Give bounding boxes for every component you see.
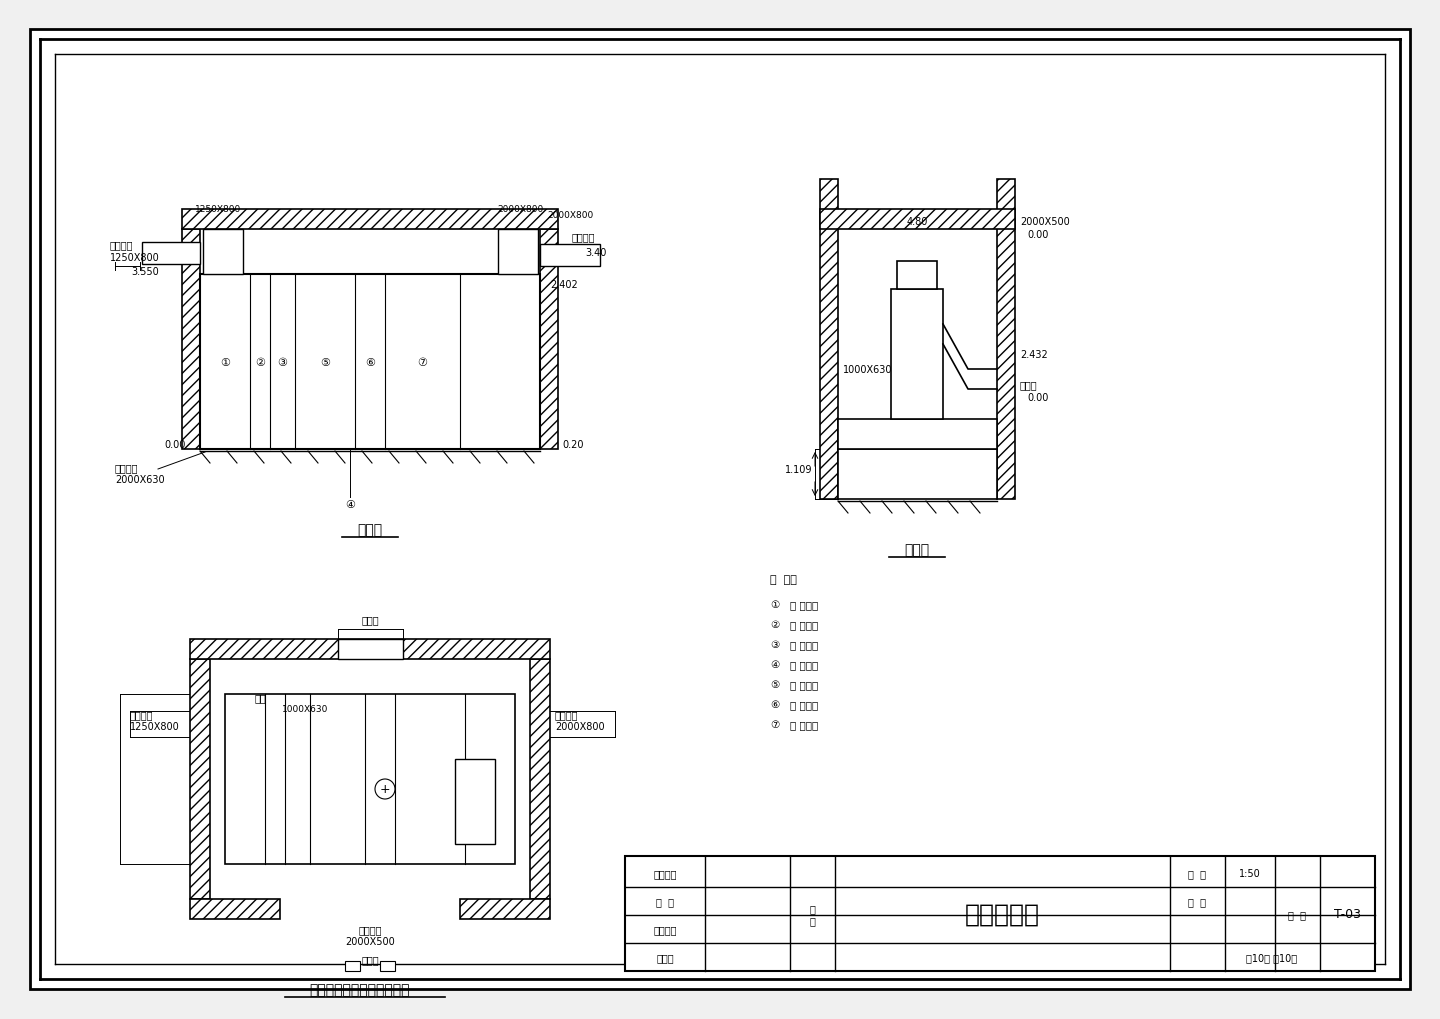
Bar (338, 639, 403, 659)
Bar (498, 229, 539, 275)
Bar (540, 245, 600, 267)
Bar (346, 961, 360, 971)
Text: 一 表冷段: 一 表冷段 (791, 680, 818, 689)
Text: 0.00: 0.00 (164, 439, 186, 449)
Text: 煤刷: 煤刷 (253, 692, 266, 702)
Text: 图
名: 图 名 (809, 903, 815, 925)
Text: +: + (380, 783, 390, 796)
Text: 一 风机段: 一 风机段 (791, 719, 818, 730)
Text: 2000X500: 2000X500 (1020, 217, 1070, 227)
Bar (891, 289, 943, 420)
Text: 3.40: 3.40 (585, 248, 606, 258)
Text: 1250X800: 1250X800 (130, 721, 180, 732)
Bar (819, 210, 1015, 229)
Text: 排风口: 排风口 (361, 614, 379, 625)
Text: ①: ① (220, 357, 230, 367)
Text: ⑤: ⑤ (320, 357, 330, 367)
Text: 4.80: 4.80 (906, 217, 927, 227)
Text: 1.109: 1.109 (785, 465, 812, 475)
Bar (996, 179, 1015, 499)
Text: 工程名称: 工程名称 (654, 868, 677, 878)
Bar (838, 449, 996, 499)
Bar (181, 210, 559, 229)
Bar (200, 275, 540, 449)
Text: 指导教师: 指导教师 (654, 924, 677, 934)
Text: 1250X800: 1250X800 (194, 205, 240, 214)
Text: 2.402: 2.402 (550, 280, 577, 289)
Text: ⑥: ⑥ (364, 357, 374, 367)
Text: ①: ① (770, 599, 779, 609)
Bar (459, 899, 550, 919)
Text: 一 加热段: 一 加热段 (791, 699, 818, 709)
Text: 0.20: 0.20 (562, 439, 583, 449)
Text: 2000X630: 2000X630 (115, 475, 164, 484)
Bar (625, 856, 1375, 971)
Text: 0.00: 0.00 (1027, 392, 1048, 403)
Text: 回风口: 回风口 (1020, 380, 1038, 389)
Text: 1000X630: 1000X630 (282, 705, 328, 713)
Text: ④: ④ (770, 659, 779, 669)
Text: ⑥: ⑥ (770, 699, 779, 709)
Text: 1250X800: 1250X800 (109, 253, 160, 263)
Text: 说  明：: 说 明： (770, 575, 796, 585)
Text: 侧面图: 侧面图 (904, 542, 930, 556)
Text: ③: ③ (276, 357, 287, 367)
Text: 一 过滤段: 一 过滤段 (791, 659, 818, 669)
Text: 2.432: 2.432 (1020, 350, 1048, 360)
Text: ③: ③ (770, 639, 779, 649)
Text: T-03: T-03 (1333, 908, 1361, 920)
Text: 送风出口: 送风出口 (572, 231, 595, 242)
Text: 2000X800: 2000X800 (554, 721, 605, 732)
Text: 2000X500: 2000X500 (346, 936, 395, 946)
Bar (897, 262, 937, 289)
Text: 1000X630: 1000X630 (842, 365, 893, 375)
Text: ④: ④ (346, 499, 356, 510)
Text: 比  例: 比 例 (1188, 868, 1207, 878)
Text: 立面图: 立面图 (357, 523, 383, 536)
Text: 第10张 共10张: 第10张 共10张 (1247, 952, 1297, 962)
Bar (455, 759, 495, 844)
Bar (181, 229, 200, 449)
Text: ⑦: ⑦ (770, 719, 779, 730)
Text: 2000X800: 2000X800 (497, 205, 543, 214)
Text: 送风出口: 送风出口 (554, 709, 579, 719)
Bar (190, 659, 210, 899)
Bar (530, 659, 550, 899)
Text: ⑦: ⑦ (418, 357, 428, 367)
Bar (190, 899, 279, 919)
Bar (190, 639, 550, 659)
Text: 回风入口: 回风入口 (359, 924, 382, 934)
Bar (203, 229, 243, 275)
Text: 设  计: 设 计 (657, 896, 674, 906)
Text: ⑤: ⑤ (770, 680, 779, 689)
Text: 0.00: 0.00 (1027, 229, 1048, 239)
Text: ②: ② (770, 620, 779, 630)
Text: 一 排风段: 一 排风段 (791, 620, 818, 630)
Text: 一、二、三、层机房平面图: 一、二、三、层机房平面图 (310, 982, 410, 996)
Text: 机房布置图: 机房布置图 (965, 902, 1040, 926)
Text: 新风入口: 新风入口 (130, 709, 154, 719)
Text: 防火阀: 防火阀 (361, 954, 379, 964)
Text: 1:50: 1:50 (1240, 868, 1261, 878)
Bar (540, 229, 559, 449)
Text: 图  号: 图 号 (1287, 909, 1306, 919)
Bar (819, 179, 838, 499)
Text: 一 回风段: 一 回风段 (791, 599, 818, 609)
Bar (225, 694, 516, 864)
Text: 回风入口: 回风入口 (115, 463, 138, 473)
Text: 新风入口: 新风入口 (109, 239, 134, 250)
Text: 3.550: 3.550 (131, 267, 158, 277)
Text: 一 混合段: 一 混合段 (791, 639, 818, 649)
Bar (143, 243, 200, 265)
Text: 系主任: 系主任 (657, 952, 674, 962)
Text: 2000X800: 2000X800 (547, 210, 593, 219)
Text: 日  期: 日 期 (1188, 896, 1207, 906)
Bar (838, 420, 996, 449)
Bar (380, 961, 395, 971)
Text: ②: ② (255, 357, 265, 367)
